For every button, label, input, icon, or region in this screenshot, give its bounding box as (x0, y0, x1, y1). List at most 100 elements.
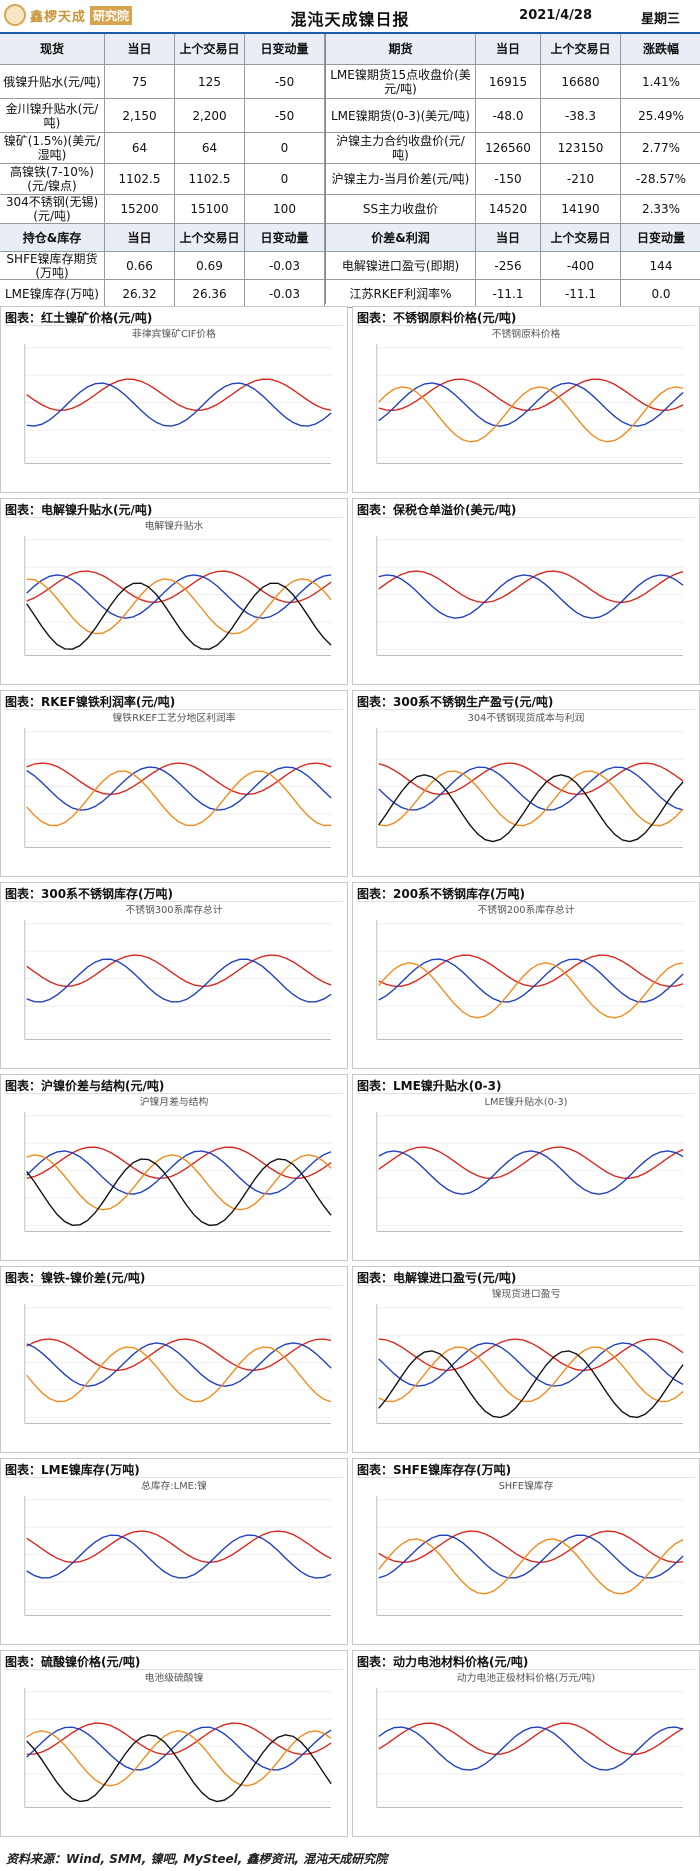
table-cell-prev: -210 (541, 164, 621, 194)
chart-series-line (26, 578, 332, 635)
chart-series-line (26, 574, 332, 619)
table-cell-today: 14520 (476, 195, 541, 223)
chart-caption: 图表：电解镍升贴水(元/吨) (5, 503, 153, 517)
chart-series-line (378, 1534, 684, 1579)
chart-svg (24, 1303, 332, 1424)
chart-caption: 图表：RKEF镍铁利润率(元/吨) (5, 695, 176, 709)
chart-svg (376, 535, 684, 656)
chart-area: 电池级硫酸镍 (5, 1669, 343, 1832)
chart-area: 不锈钢300系库存总计 (5, 901, 343, 1064)
chart-panel: 图表：300系不锈钢生产盈亏(元/吨) 304不锈钢现货成本与利润 (352, 690, 700, 877)
chart-svg: 动力电池正极材料价格(万元/吨) (376, 1671, 684, 1808)
logo-box: 研究院 (90, 5, 133, 25)
table-row-name: LME镍期货(0-3)(美元/吨) (326, 99, 476, 132)
table-cell-today: 126560 (476, 133, 541, 163)
table-row-name: 江苏RKEF利润率% (326, 280, 476, 307)
chart-svg: 电池级硫酸镍 (24, 1671, 332, 1808)
chart-caption: 图表：300系不锈钢库存(万吨) (5, 887, 174, 901)
chart-series-line (26, 954, 332, 988)
chart-svg: SHFE镍库存 (376, 1479, 684, 1616)
chart-svg: 菲律宾镍矿CIF价格 (24, 327, 332, 464)
chart-area: 总库存:LME:镍 (5, 1477, 343, 1640)
table-row-name: SS主力收盘价 (326, 195, 476, 223)
spot-header-name: 现货 (0, 34, 105, 64)
chart-title: 304不锈钢现货成本与利润 (468, 711, 585, 724)
chart-svg: 镍铁RKEF工艺分地区利润率 (24, 711, 332, 848)
table-cell-today: 15200 (105, 195, 175, 223)
table-cell-chg: 0.0 (651, 286, 671, 301)
chart-area: 镍铁RKEF工艺分地区利润率 (5, 709, 343, 872)
table-cell-chg: 1.41% (641, 74, 681, 89)
chart-caption: 图表：保税仓单溢价(美元/吨) (357, 503, 517, 517)
chart-area: 不锈钢200系库存总计 (357, 901, 695, 1064)
table-cell-chg: 2.33% (641, 202, 681, 216)
chart-area: 菲律宾镍矿CIF价格 (5, 325, 343, 488)
chart-svg: 304不锈钢现货成本与利润 (376, 711, 684, 848)
table-cell-prev: 0.69 (175, 252, 245, 279)
holding-header-today: 当日 (105, 224, 175, 251)
report-header: 鑫椤天成 研究院 混沌天成镍日报 2021/4/28 星期三 (0, 0, 700, 34)
chart-series-line (26, 1338, 332, 1372)
spread-header-name: 价差&利润 (326, 224, 476, 251)
table-cell-today: -256 (476, 252, 541, 279)
table-cell-prev: 2,200 (175, 99, 245, 132)
chart-title: 总库存:LME:镍 (141, 1479, 207, 1492)
chart-title: 动力电池正极材料价格(万元/吨) (457, 1671, 595, 1684)
futures-header-chg: 涨跌幅 (621, 34, 700, 64)
spot-header-today: 当日 (105, 34, 175, 64)
chart-area: 不锈钢原料价格 (357, 325, 695, 488)
chart-area: 沪镍月差与结构 (5, 1093, 343, 1256)
table-cell-today: 26.32 (105, 280, 175, 307)
chart-caption: 图表：200系不锈钢库存(万吨) (357, 887, 526, 901)
chart-caption: 图表：红土镍矿价格(元/吨) (5, 311, 153, 325)
table-cell-prev: -11.1 (541, 280, 621, 307)
chart-title: 菲律宾镍矿CIF价格 (132, 327, 216, 340)
chart-caption: 图表：硫酸镍价格(元/吨) (5, 1655, 141, 1669)
report-date: 2021/4/28 (519, 8, 592, 23)
chart-title: 电解镍升贴水 (145, 519, 204, 532)
chart-panel: 图表：红土镍矿价格(元/吨) 菲律宾镍矿CIF价格 (0, 306, 348, 493)
chart-title: 不锈钢原料价格 (492, 327, 561, 340)
table-cell-chg: 25.49% (638, 108, 684, 123)
table-row-name: 俄镍升贴水(元/吨) (0, 65, 105, 98)
chart-series-line (26, 582, 332, 650)
chart-panel: 图表：动力电池材料价格(元/吨) 动力电池正极材料价格(万元/吨) (352, 1650, 700, 1837)
table-cell-chg: -50 (245, 99, 325, 132)
chart-series-line (26, 570, 332, 604)
chart-title: LME镍升贴水(0-3) (485, 1095, 568, 1108)
table-row-name: 电解镍进口盈亏(即期) (326, 252, 476, 279)
chart-panel: 图表：硫酸镍价格(元/吨) 电池级硫酸镍 (0, 1650, 348, 1837)
table-cell-today: 16915 (476, 65, 541, 98)
chart-area: LME镍升贴水(0-3) (357, 1093, 695, 1256)
chart-series-line (378, 1346, 684, 1403)
table-cell-chg: -50 (245, 65, 325, 98)
futures-header-prev: 上个交易日 (541, 34, 621, 64)
price-table: 现货 当日 上个交易日 日变动量 俄镍升贴水(元/吨) 75 125 -50 金川镍升… (0, 34, 700, 308)
table-cell-chg: 0 (245, 133, 325, 163)
table-row-name: LME镍库存(万吨) (0, 280, 105, 307)
table-cell-prev: 1102.5 (175, 164, 245, 194)
chart-series-line (378, 1338, 684, 1372)
chart-series-line (378, 958, 684, 1003)
chart-svg: 不锈钢原料价格 (376, 327, 684, 464)
chart-svg: 总库存:LME:镍 (24, 1479, 332, 1616)
chart-series-line (26, 1534, 332, 1579)
chart-area: 电解镍升贴水 (5, 517, 343, 680)
chart-area: SHFE镍库存 (357, 1477, 695, 1640)
chart-svg: 不锈钢300系库存总计 (24, 903, 332, 1040)
chart-panel: 图表：镍铁-镍价差(元/吨) (0, 1266, 348, 1453)
chart-caption: 图表：动力电池材料价格(元/吨) (357, 1655, 529, 1669)
table-row-name: 304不锈钢(无锡)(元/吨) (0, 195, 105, 223)
chart-series-line (26, 1154, 332, 1211)
table-cell-prev: 15100 (175, 195, 245, 223)
company-logo: 鑫椤天成 研究院 (4, 4, 133, 26)
table-cell-today: 0.66 (105, 252, 175, 279)
chart-area (357, 517, 695, 680)
chart-panel: 图表：LME镍库存(万吨) 总库存:LME:镍 (0, 1458, 348, 1645)
spot-header-prev: 上个交易日 (175, 34, 245, 64)
chart-series-line (378, 766, 684, 811)
chart-caption: 图表：SHFE镍库存存(万吨) (357, 1463, 512, 1477)
logo-text: 鑫椤天成 (30, 9, 87, 25)
chart-area: 304不锈钢现货成本与利润 (357, 709, 695, 872)
chart-series-line (26, 1158, 332, 1227)
